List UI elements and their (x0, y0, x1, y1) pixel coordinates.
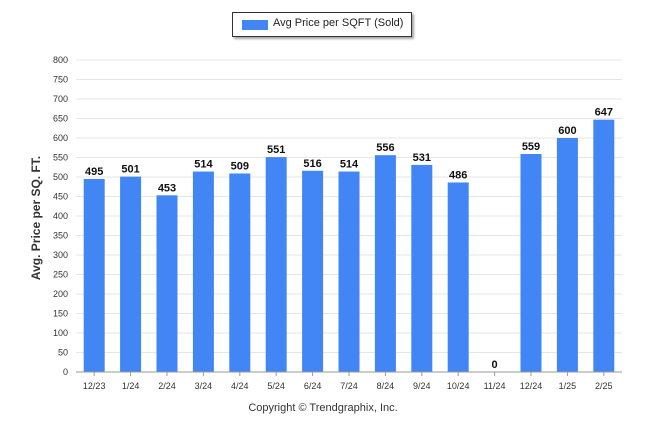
bar (556, 138, 578, 372)
data-label: 600 (558, 125, 576, 137)
bar (156, 195, 178, 372)
y-axis-label: Avg. Price per SQ. FT. (29, 156, 43, 280)
data-label: 531 (413, 152, 431, 164)
y-tick-label: 200 (53, 289, 68, 299)
data-label: 453 (158, 182, 176, 194)
data-label: 514 (340, 159, 359, 171)
x-tick-label: 1/25 (559, 381, 577, 391)
x-tick-label: 3/24 (195, 381, 213, 391)
data-label: 0 (492, 359, 498, 371)
bar (447, 182, 469, 372)
y-tick-label: 800 (53, 55, 68, 65)
data-label: 514 (194, 159, 213, 171)
x-tick-label: 8/24 (377, 381, 395, 391)
data-label: 556 (376, 142, 394, 154)
x-tick-label: 5/24 (267, 381, 285, 391)
y-tick-label: 450 (53, 192, 68, 202)
x-tick-label: 10/24 (447, 381, 470, 391)
x-tick-label: 12/24 (520, 381, 543, 391)
copyright-footer: Copyright © Trendgraphix, Inc. (248, 402, 398, 414)
bar (593, 119, 615, 372)
data-label: 516 (303, 158, 321, 170)
y-tick-label: 0 (63, 367, 68, 377)
y-tick-label: 600 (53, 133, 68, 143)
y-tick-label: 700 (53, 94, 68, 104)
x-tick-label: 7/24 (340, 381, 358, 391)
data-label: 509 (231, 160, 249, 172)
y-axis-ticks: 0 50 100 150 200 250 300 350 400 450 500 550 600 650 7… (53, 55, 68, 377)
data-label: 551 (267, 144, 285, 156)
data-label: 501 (121, 164, 139, 176)
y-tick-label: 500 (53, 172, 68, 182)
y-tick-label: 650 (53, 114, 68, 124)
bar (83, 178, 105, 372)
bar (265, 157, 287, 372)
y-tick-label: 250 (53, 270, 68, 280)
x-axis-ticks: 12/23 1/24 2/24 3/24 4/24 5/24 6/24 7/24 8/24 9/2… (83, 372, 613, 391)
x-tick-label: 2/24 (158, 381, 176, 391)
data-label: 486 (449, 169, 467, 181)
bar (192, 171, 214, 372)
x-tick-label: 12/23 (83, 381, 106, 391)
x-tick-label: 9/24 (413, 381, 431, 391)
legend-swatch (242, 20, 268, 30)
bars (83, 119, 615, 372)
x-tick-label: 1/24 (122, 381, 140, 391)
y-tick-label: 400 (53, 211, 68, 221)
bar (374, 155, 396, 372)
legend: Avg Price per SQFT (Sold) (232, 12, 412, 37)
data-label: 559 (522, 141, 540, 153)
y-tick-label: 300 (53, 250, 68, 260)
bar (120, 176, 142, 372)
data-labels: 495 501 453 514 509 551 516 514 556 531 486 0 559 600… (85, 107, 613, 371)
x-tick-label: 11/24 (484, 381, 506, 391)
x-tick-label: 6/24 (304, 381, 322, 391)
x-tick-label: 4/24 (231, 381, 249, 391)
y-tick-label: 750 (53, 75, 68, 85)
y-tick-label: 150 (53, 309, 68, 319)
bar (520, 153, 542, 372)
y-tick-label: 550 (53, 153, 68, 163)
y-tick-label: 100 (53, 328, 68, 338)
y-tick-label: 50 (58, 348, 68, 358)
x-tick-label: 2/25 (595, 381, 613, 391)
bar (411, 164, 433, 372)
y-tick-label: 350 (53, 231, 68, 241)
data-label: 495 (85, 166, 103, 178)
data-label: 647 (595, 107, 613, 119)
bar (338, 171, 360, 372)
legend-label: Avg Price per SQFT (Sold) (273, 17, 404, 29)
bar (302, 170, 324, 372)
bar (229, 173, 251, 372)
